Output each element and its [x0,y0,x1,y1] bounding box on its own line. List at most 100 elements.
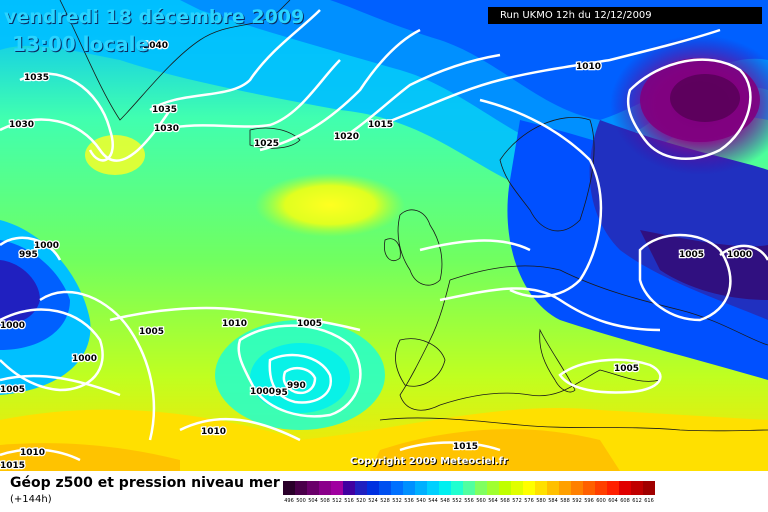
isobar-label: 1005 [614,364,639,374]
scale-label: 604 [608,498,618,504]
scale-swatch [595,481,607,495]
isobar-label: 1040 [143,41,168,51]
isobar-label: 1010 [201,427,226,437]
forecast-time: 13:00 locale [12,32,149,56]
scale-swatch [403,481,415,495]
scale-swatch [331,481,343,495]
scale-swatch [607,481,619,495]
scale-swatch [571,481,583,495]
scale-swatch [283,481,295,495]
scale-swatch [499,481,511,495]
color-scale [283,481,655,495]
scale-swatch [547,481,559,495]
isobar-label: 1000 [72,354,97,364]
isobar-label: 1000 [250,387,275,397]
scale-swatch [523,481,535,495]
scale-label: 556 [464,498,474,504]
scale-swatch [367,481,379,495]
isobar-label: 1000 [0,321,25,331]
scale-swatch [415,481,427,495]
scale-swatch [535,481,547,495]
scale-label: 576 [524,498,534,504]
scale-label: 500 [296,498,306,504]
scale-label: 528 [380,498,390,504]
scale-label: 564 [488,498,498,504]
scale-swatch [511,481,523,495]
isobar-label: 1010 [222,319,247,329]
scale-swatch [391,481,403,495]
coastlines [59,0,768,432]
copyright-text: Copyright 2009 Meteociel.fr [350,456,508,467]
scale-label: 536 [404,498,414,504]
scale-label: 512 [332,498,342,504]
scale-label: 600 [596,498,606,504]
scale-label: 608 [620,498,630,504]
scale-label: 540 [416,498,426,504]
model-run-label: Run UKMO 12h du 12/12/2009 [488,7,762,24]
geopotential-map: 1040 1035 1030 1035 1030 1025 1020 1015 … [0,0,768,471]
scale-label: 508 [320,498,330,504]
isobar-label: 1030 [154,124,179,134]
isobar-labels: 1040 1035 1030 1035 1030 1025 1020 1015 … [0,40,753,471]
forecast-date: vendredi 18 décembre 2009 [4,6,305,28]
scale-label: 616 [644,498,654,504]
scale-label: 532 [392,498,402,504]
scale-label: 552 [452,498,462,504]
isobar-label: 995 [269,388,288,398]
isobar-label: 995 [19,250,38,260]
isobar-label: 1015 [453,442,478,452]
color-field [0,0,768,471]
isobar-label: 1015 [0,461,25,471]
scale-label: 516 [344,498,354,504]
scale-label: 588 [560,498,570,504]
isobar-label: 1005 [139,327,164,337]
isobar-label: 1000 [727,250,752,260]
scale-swatch [307,481,319,495]
isobar-label: 1015 [368,120,393,130]
scale-swatch [319,481,331,495]
isobar-label: 1005 [0,385,25,395]
scale-swatch [379,481,391,495]
scale-swatch [439,481,451,495]
isobar-label: 1020 [334,132,359,142]
scale-label: 580 [536,498,546,504]
isobar-label: 1030 [9,120,34,130]
isobar-label: 1010 [20,448,45,458]
isobar-label: 1000 [34,241,59,251]
isobar-label: 1010 [576,62,601,72]
scale-label: 592 [572,498,582,504]
isobars [0,9,768,462]
scale-swatch [643,481,655,495]
scale-label: 612 [632,498,642,504]
forecast-offset: (+144h) [10,494,52,505]
scale-swatch [559,481,571,495]
scale-swatch [451,481,463,495]
scale-label: 572 [512,498,522,504]
isobar-label: 1005 [297,319,322,329]
legend-bar: Géop z500 et pression niveau mer (+144h)… [0,471,768,512]
scale-label: 496 [284,498,294,504]
scale-swatch [583,481,595,495]
scale-swatch [631,481,643,495]
scale-label: 548 [440,498,450,504]
scale-swatch [343,481,355,495]
scale-swatch [475,481,487,495]
scale-swatch [487,481,499,495]
color-scale-labels: 496 500 504 508 512 516 520 524 528 532 536 540 544 5… [283,498,655,504]
isobar-label: 1035 [24,73,49,83]
map-title: Géop z500 et pression niveau mer [10,475,280,491]
scale-swatch [295,481,307,495]
scale-label: 596 [584,498,594,504]
isobar-label: 1005 [679,250,704,260]
scale-label: 504 [308,498,318,504]
scale-swatch [463,481,475,495]
scale-label: 568 [500,498,510,504]
scale-label: 520 [356,498,366,504]
scale-swatch [619,481,631,495]
isobar-label: 1035 [152,105,177,115]
scale-label: 560 [476,498,486,504]
scale-swatch [427,481,439,495]
isobar-label: 1025 [254,139,279,149]
scale-label: 544 [428,498,438,504]
